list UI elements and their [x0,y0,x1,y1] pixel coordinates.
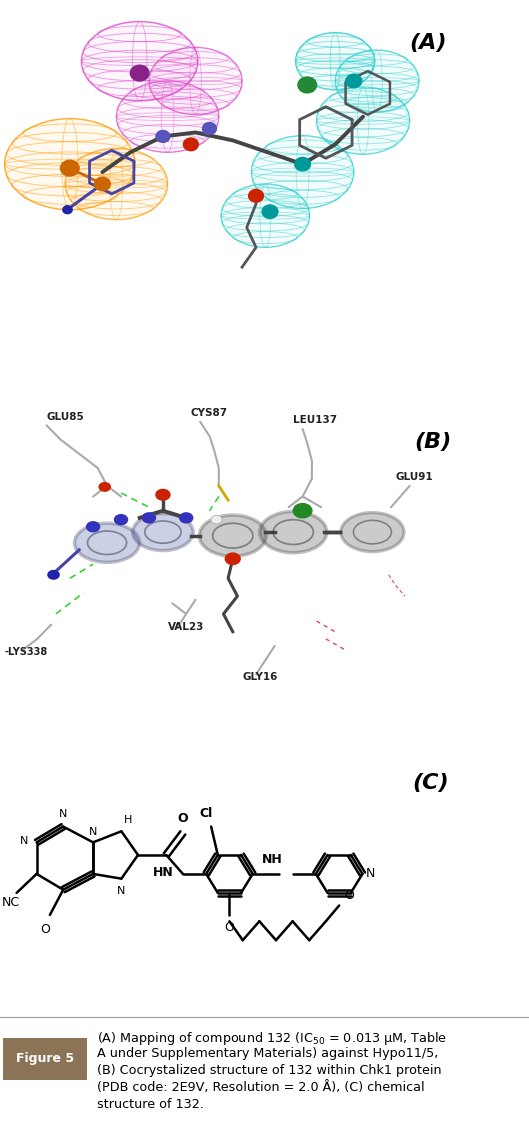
Circle shape [142,513,156,522]
Ellipse shape [75,523,140,563]
Ellipse shape [341,512,404,552]
Circle shape [184,138,198,150]
Text: NH: NH [262,853,283,866]
Circle shape [63,205,72,214]
Text: -LYS338: -LYS338 [5,646,48,657]
Text: LEU137: LEU137 [293,416,338,425]
Circle shape [156,489,170,501]
Text: VAL23: VAL23 [168,622,204,631]
Text: N: N [20,836,28,846]
Text: A under Supplementary Materials) against Hypo11/5,: A under Supplementary Materials) against… [97,1047,439,1060]
Text: GLY16: GLY16 [242,672,277,682]
Circle shape [225,553,240,565]
Ellipse shape [65,148,168,219]
Circle shape [295,157,311,171]
Text: O: O [40,923,50,936]
Text: HN: HN [152,866,174,879]
Text: Cl: Cl [199,807,213,820]
Text: structure of 132.: structure of 132. [97,1097,204,1111]
FancyBboxPatch shape [3,1038,87,1080]
Text: CYS87: CYS87 [191,409,228,418]
Ellipse shape [260,512,327,552]
Ellipse shape [316,87,409,154]
Circle shape [298,77,316,93]
Ellipse shape [81,22,198,101]
Text: O: O [224,921,234,934]
Ellipse shape [149,47,242,115]
Circle shape [234,119,246,130]
Ellipse shape [221,184,309,247]
Ellipse shape [251,135,354,209]
Circle shape [211,515,222,523]
Text: (B): (B) [414,433,452,452]
Text: O: O [344,890,354,902]
Circle shape [87,522,99,532]
Text: NC: NC [2,895,20,909]
Circle shape [180,513,193,522]
Ellipse shape [5,118,135,210]
Ellipse shape [296,32,375,90]
Circle shape [130,65,149,82]
Text: (A): (A) [409,33,447,54]
Circle shape [114,514,127,525]
Circle shape [293,504,312,518]
Circle shape [99,482,111,491]
Text: (C): (C) [412,773,449,793]
Text: N: N [366,868,375,881]
Circle shape [262,205,278,218]
Circle shape [273,108,285,118]
Circle shape [249,189,263,202]
Text: N: N [59,808,67,819]
Text: GLU91: GLU91 [396,472,433,482]
Circle shape [60,161,79,176]
Text: (B) Cocrystalized structure of 132 within Chk1 protein: (B) Cocrystalized structure of 132 withi… [97,1064,442,1077]
Text: GLU85: GLU85 [47,412,84,421]
Text: (A) Mapping of compound 132 (IC$_{50}$ = 0.013 μM, Table: (A) Mapping of compound 132 (IC$_{50}$ =… [97,1030,447,1047]
Text: Figure 5: Figure 5 [16,1053,74,1065]
Circle shape [156,131,170,142]
Circle shape [203,123,216,134]
Text: H: H [124,815,132,825]
Ellipse shape [116,82,219,153]
Text: (PDB code: 2E9V, Resolution = 2.0 Å), (C) chemical: (PDB code: 2E9V, Resolution = 2.0 Å), (C… [97,1081,425,1094]
Ellipse shape [133,513,193,551]
Circle shape [346,75,362,87]
Text: N: N [89,827,97,837]
Text: O: O [178,812,188,825]
Text: N: N [117,886,125,895]
Circle shape [95,177,111,191]
Circle shape [48,571,59,579]
Ellipse shape [335,51,419,111]
Ellipse shape [199,515,266,557]
